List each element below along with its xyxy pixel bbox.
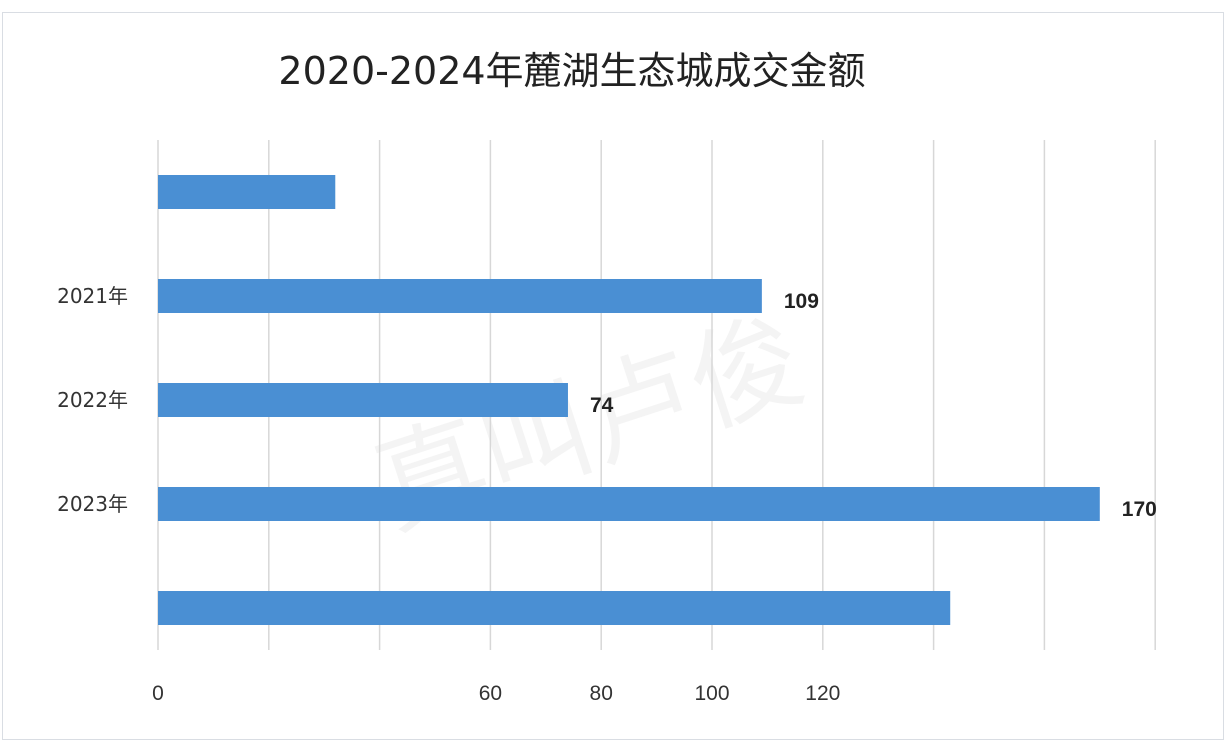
bar <box>158 175 336 209</box>
x-tick-label: 60 <box>479 682 502 705</box>
bar <box>158 487 1100 521</box>
bar <box>158 383 568 417</box>
x-tick-label: 100 <box>694 682 729 705</box>
y-category-label: 2021年 <box>57 284 128 308</box>
bar <box>158 279 762 313</box>
chart-title: 2020-2024年麓湖生态城成交金额 <box>278 49 866 93</box>
x-tick-label: 80 <box>590 682 613 705</box>
data-label: 170 <box>1122 498 1157 521</box>
x-tick-label: 120 <box>805 682 840 705</box>
x-tick-label: 0 <box>152 682 164 705</box>
bar <box>158 591 951 625</box>
data-label: 109 <box>784 290 819 313</box>
y-category-label: 2022年 <box>57 388 128 412</box>
data-label: 74 <box>590 394 614 417</box>
y-category-label: 2023年 <box>57 492 128 516</box>
